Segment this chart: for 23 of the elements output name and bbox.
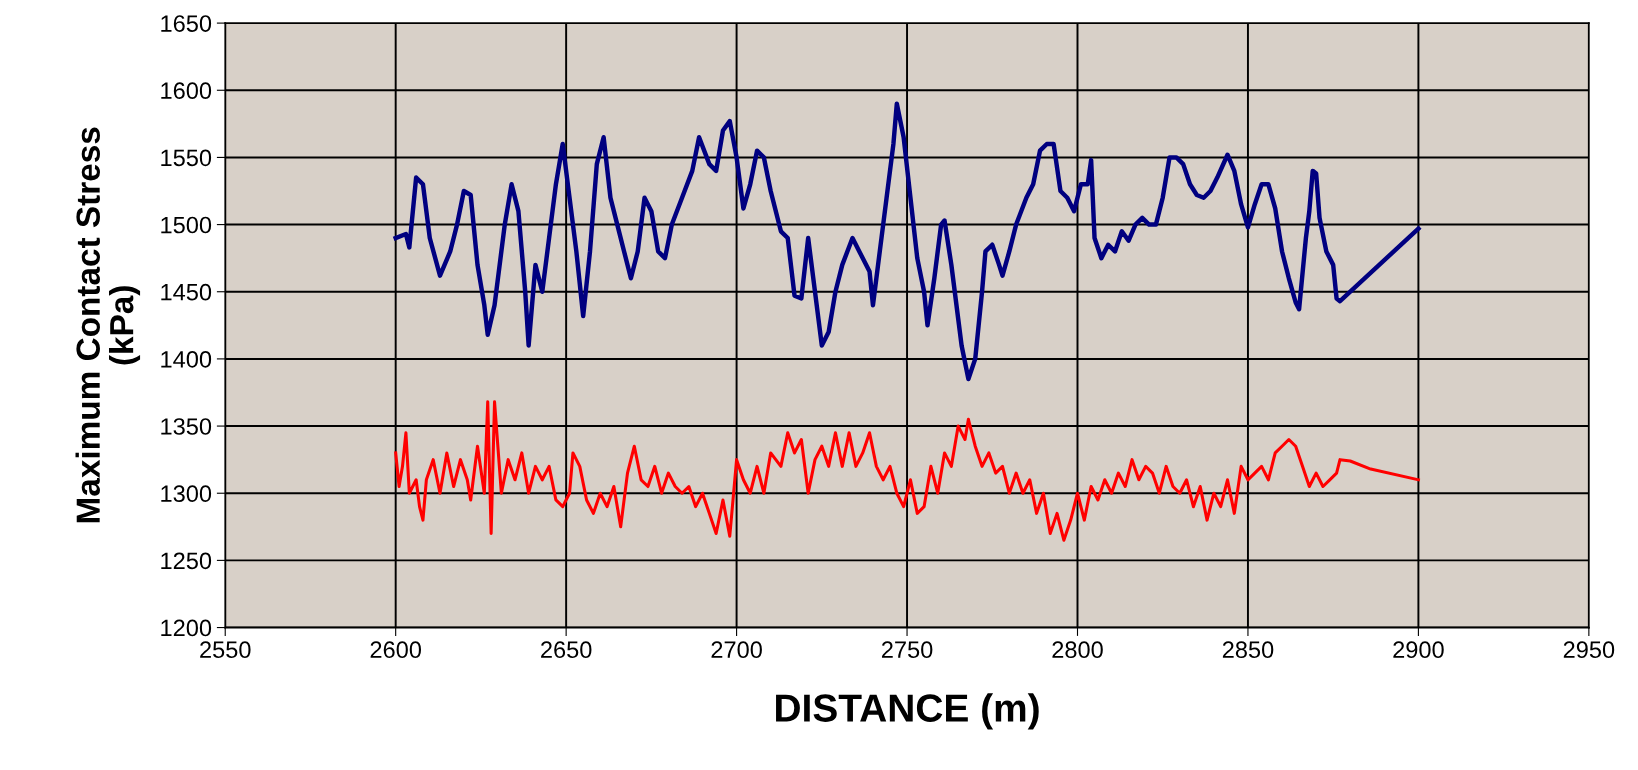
x-tick-label: 2800 bbox=[1052, 641, 1103, 659]
line-series bbox=[393, 101, 1421, 382]
y-tick-label: 1200 bbox=[161, 619, 212, 637]
y-tick-label: 1550 bbox=[161, 149, 212, 167]
y-tick-label: 1600 bbox=[161, 82, 212, 100]
x-tick-label: 2650 bbox=[541, 641, 592, 659]
line-series bbox=[394, 400, 1420, 542]
x-tick-label: 2550 bbox=[200, 641, 251, 659]
y-tick-label: 1250 bbox=[161, 552, 212, 570]
y-tick-label: 1350 bbox=[161, 418, 212, 435]
x-tick-label: 2950 bbox=[1563, 641, 1615, 659]
y-tick-label: 1500 bbox=[161, 216, 212, 234]
y-tick-label: 1400 bbox=[161, 350, 212, 368]
y-tick-label: 1450 bbox=[161, 283, 212, 301]
y-tick-label: 1300 bbox=[161, 485, 212, 503]
x-tick-label: 2750 bbox=[881, 641, 933, 659]
y-tick-label: 1650 bbox=[161, 15, 212, 32]
x-tick-label: 2850 bbox=[1222, 641, 1274, 659]
x-tick-label: 2600 bbox=[370, 641, 422, 659]
y-axis-title: Maximum Contact Stress (kPa) bbox=[75, 127, 141, 523]
x-axis-title: DISTANCE (m) bbox=[776, 693, 1039, 730]
x-tick-label: 2700 bbox=[711, 641, 762, 659]
x-tick-label: 2900 bbox=[1393, 641, 1444, 659]
